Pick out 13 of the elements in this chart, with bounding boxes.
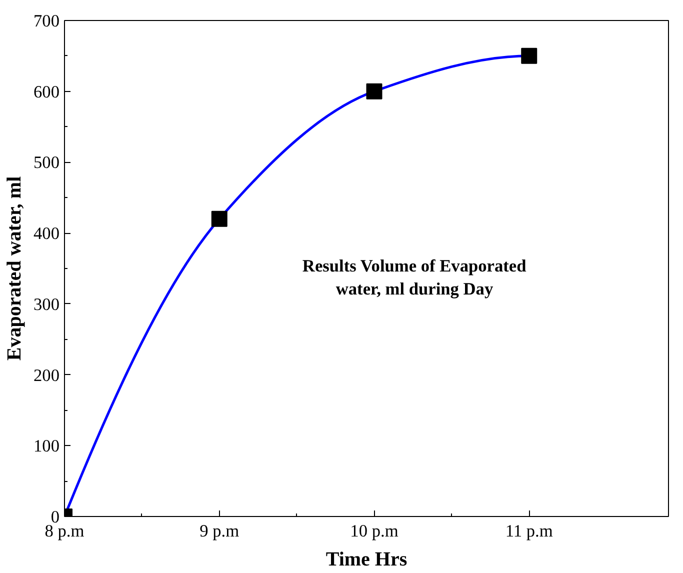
annotation: Results Volume of Evaporated water, ml during Day bbox=[302, 256, 527, 298]
x-axis-title: Time Hrs bbox=[326, 548, 408, 570]
y-tick-label: 200 bbox=[34, 366, 60, 385]
y-tick-label: 300 bbox=[34, 294, 60, 314]
y-tick-label: 100 bbox=[34, 436, 60, 456]
y-tick-label: 600 bbox=[34, 82, 60, 102]
y-tick-label: 500 bbox=[34, 153, 60, 172]
y-tick-label: 400 bbox=[34, 224, 60, 244]
x-tick-label: 9 p.m bbox=[200, 522, 240, 540]
x-tick-label: 10 p.m bbox=[350, 522, 399, 540]
y-tick-label: 700 bbox=[34, 12, 60, 30]
y-axis-title: Evaporated water, ml bbox=[4, 176, 26, 361]
x-tick-label: 11 p.m bbox=[505, 522, 554, 540]
